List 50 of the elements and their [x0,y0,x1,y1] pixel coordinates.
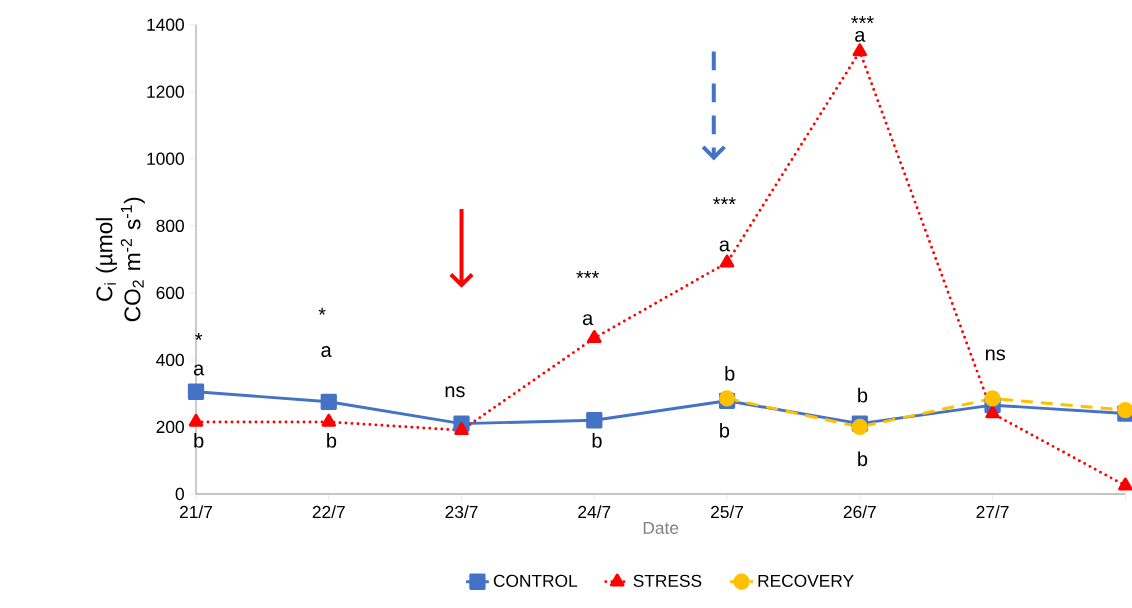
legend-label: RECOVERY [758,574,854,587]
annotation: b [720,422,730,438]
annotation: b [858,451,868,467]
annotation: ns [985,349,1006,361]
point [454,422,469,436]
annotation: * [195,332,203,340]
annotation: *** [576,270,599,278]
y-tick-label: 1200 [147,85,184,98]
point [320,393,337,410]
x-tick-label: 26/7 [843,505,876,519]
x-tick-label: 27/7 [976,505,1009,519]
annotation: ns [445,386,465,398]
y-tick-label: 400 [156,353,184,367]
y-tick-label: 1000 [147,152,184,165]
legend-label: STRESS [633,574,702,587]
point [985,405,1000,419]
annotation: b [858,387,868,403]
point [851,418,868,436]
annotation: *** [713,197,736,205]
annotation: b [725,365,735,381]
y-tick-label: 600 [156,286,184,299]
point [587,329,602,343]
text: *** [851,16,874,24]
y-tick-label: 0 [175,487,184,501]
annotation: a [193,364,205,376]
y-tick-label: 800 [156,219,184,232]
x-axis-title: Date [643,521,679,535]
y-tick-label: 200 [156,420,184,434]
y-tick-label: 1400 [147,18,184,31]
x-tick-label: 23/7 [445,505,478,519]
annotation: b [592,433,602,448]
x-tick-label: 22/7 [312,505,345,519]
annotation: b [194,433,204,448]
annotation: * [318,307,326,315]
point [984,390,1001,407]
annotation: a [582,314,594,326]
x-tick-label: 25/7 [711,505,744,519]
point [719,254,735,268]
point [586,412,603,429]
x-tick-label: 21/7 [180,505,212,519]
annotation: b [327,433,337,448]
point [187,383,205,400]
point [852,43,868,57]
annotation: a [719,240,730,252]
x-tick-label: 24/7 [578,505,611,519]
annotation: a [855,30,866,42]
point [188,413,204,427]
annotation: a [321,346,332,357]
point [321,413,337,427]
legend-label: CONTROL [493,574,578,587]
